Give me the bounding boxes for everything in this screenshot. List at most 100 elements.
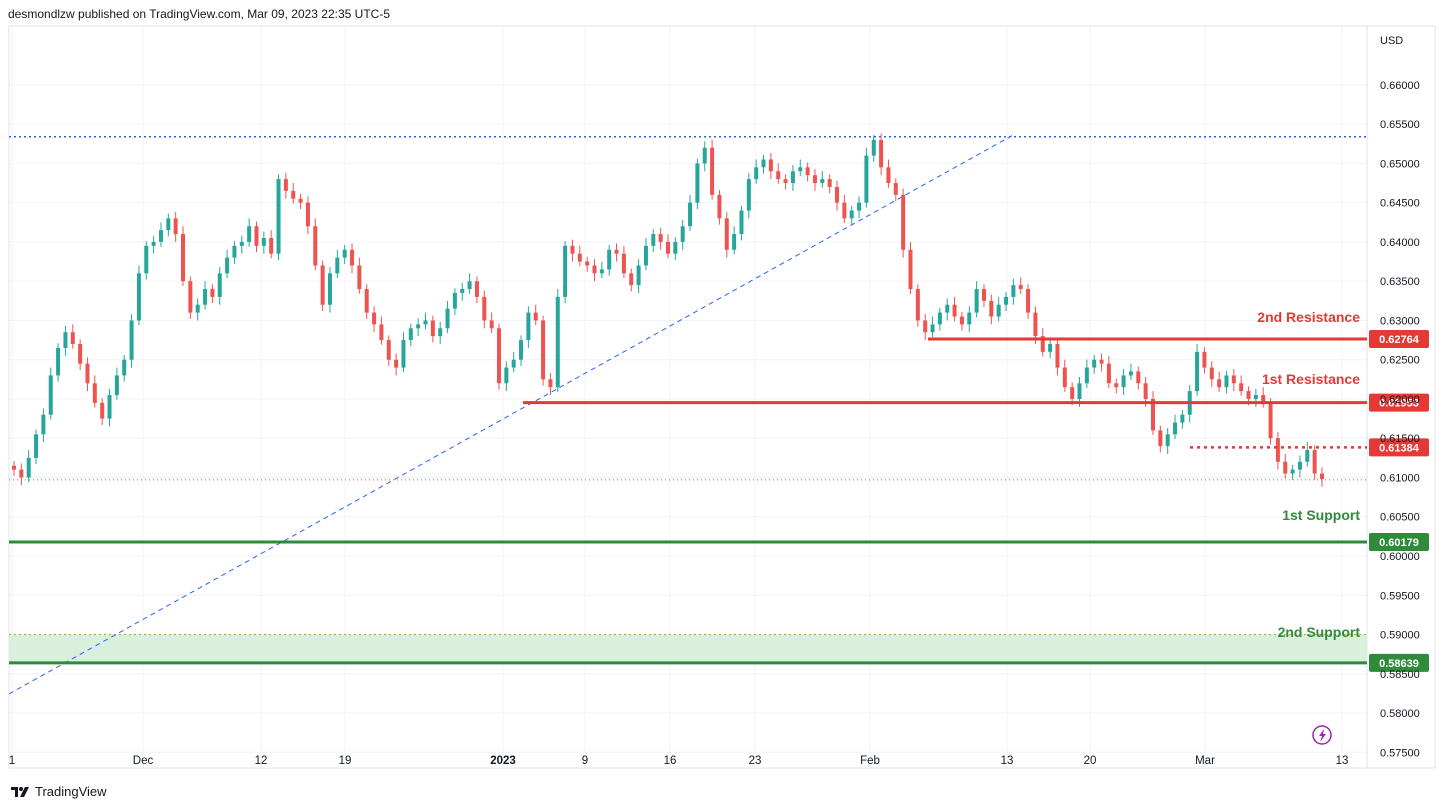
lightning-icon[interactable] — [1312, 725, 1332, 745]
candle-body — [144, 245, 149, 274]
y-tick-label: 0.66000 — [1380, 80, 1420, 92]
candle-body — [320, 265, 325, 305]
candle-body — [614, 249, 619, 254]
y-tick-label: 0.61500 — [1380, 433, 1420, 445]
candle-body — [1158, 430, 1163, 447]
candle-body — [857, 202, 862, 211]
y-tick-label: 0.62500 — [1380, 355, 1420, 367]
candle-body — [1253, 395, 1258, 399]
y-tick-label: 0.61000 — [1380, 472, 1420, 484]
candle-body — [496, 328, 501, 384]
candle-body — [952, 304, 957, 317]
candle-body — [989, 300, 994, 317]
candle-body — [12, 465, 16, 470]
candle-body — [555, 296, 560, 388]
level-price-badge — [1369, 329, 1429, 348]
candle-body — [210, 289, 215, 297]
level-price-badge — [1369, 393, 1429, 412]
candle-body — [364, 289, 369, 313]
candle-body — [688, 202, 693, 227]
x-tick-label: 1 — [9, 755, 15, 767]
candle-body — [386, 340, 391, 360]
candle-body — [1290, 469, 1295, 474]
candle-body — [269, 238, 274, 254]
candle-body — [1173, 422, 1178, 435]
candle-body — [1180, 414, 1185, 423]
candle-body — [394, 359, 399, 368]
y-tick-label: 0.59500 — [1380, 590, 1420, 602]
candle-body — [1165, 434, 1170, 447]
candle-body — [41, 414, 46, 435]
candle-body — [636, 265, 641, 286]
y-tick-label: 0.60500 — [1380, 512, 1420, 524]
candle-body — [114, 375, 119, 396]
price-axis-frame — [1366, 25, 1436, 769]
candle-body — [827, 179, 832, 187]
candle-body — [1048, 344, 1053, 352]
candle-body — [78, 344, 83, 364]
candle-body — [886, 167, 891, 184]
candle-body — [416, 324, 421, 329]
candle-body — [298, 198, 303, 203]
candle-body — [225, 257, 230, 274]
candle-body — [776, 171, 781, 180]
candle-body — [908, 249, 913, 290]
y-tick-label: 0.59000 — [1380, 630, 1420, 642]
candle-body — [967, 312, 972, 325]
candle-body — [482, 296, 487, 321]
currency-label: USD — [1380, 35, 1403, 47]
candle-body — [629, 273, 634, 286]
candle-body — [401, 340, 406, 368]
candle-body — [254, 226, 259, 246]
candle-body — [981, 289, 986, 301]
level-price-badge-text: 0.62764 — [1379, 334, 1420, 346]
candle-body — [901, 194, 906, 250]
candle-body — [181, 234, 186, 282]
candle-body — [783, 179, 788, 184]
levels-layer: 2nd Resistance 0.62764 1st Resistance 0.619… — [9, 309, 1429, 672]
time-axis[interactable]: 1 Dec 12 19 2023 9 16 23 Feb 13 20 Mar 13 — [9, 755, 1349, 767]
level-price-badge — [1369, 653, 1429, 672]
candle-body — [158, 230, 163, 242]
candle-body — [1026, 289, 1031, 313]
x-tick-label: Feb — [860, 755, 880, 767]
candle-body — [136, 273, 141, 321]
candle-body — [1283, 461, 1288, 474]
candle-body — [1305, 450, 1310, 462]
candle-body — [673, 241, 678, 254]
candle-body — [548, 379, 553, 388]
candle-body — [100, 402, 105, 419]
candle-body — [1217, 379, 1222, 388]
candle-body — [1092, 359, 1097, 368]
level-label: 1st Resistance — [1262, 371, 1360, 387]
candle-body — [1239, 383, 1244, 392]
candle-body — [599, 269, 604, 274]
x-tick-label: 23 — [749, 755, 762, 767]
candle-body — [489, 320, 494, 329]
candle-body — [92, 383, 97, 403]
x-tick-label: 12 — [255, 755, 268, 767]
y-tick-label: 0.57500 — [1380, 747, 1420, 759]
candle-body — [585, 261, 590, 266]
candle-body — [732, 234, 737, 250]
y-tick-label: 0.63500 — [1380, 276, 1420, 288]
candle-body — [85, 363, 90, 384]
price-axis[interactable]: USD 0.66000 0.65500 0.65000 0.64500 0.64000 0… — [1380, 35, 1420, 759]
candle-body — [563, 245, 568, 297]
x-tick-label: 20 — [1084, 755, 1097, 767]
candle-body — [1195, 351, 1200, 392]
candle-body — [1150, 398, 1155, 431]
candle-body — [313, 226, 318, 266]
candle-body — [1011, 285, 1016, 297]
candle-body — [717, 194, 722, 219]
level-price-badge-text: 0.58639 — [1379, 658, 1419, 670]
candle-body — [930, 324, 935, 333]
y-tick-label: 0.58500 — [1380, 669, 1420, 681]
candle-body — [1275, 438, 1280, 462]
footer-brand[interactable]: TradingView — [10, 784, 107, 799]
candle-body — [372, 312, 377, 325]
candle-body — [761, 159, 766, 168]
candle-body — [445, 308, 450, 329]
level-price-badge — [1369, 532, 1429, 551]
